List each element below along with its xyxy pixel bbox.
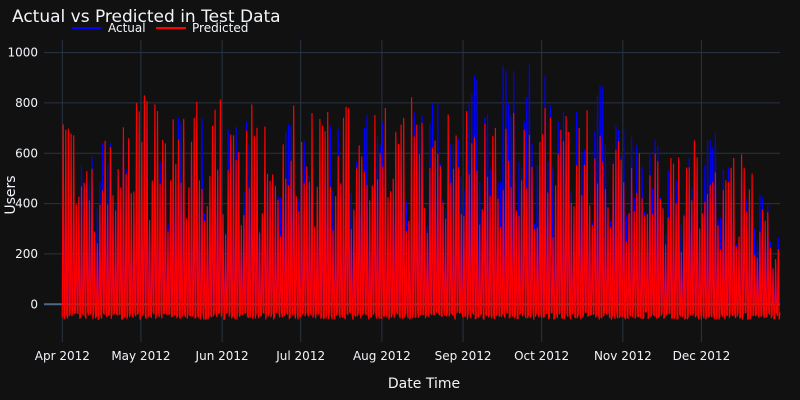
x-tick-label: Oct 2012 bbox=[514, 349, 569, 363]
y-axis-title: Users bbox=[3, 175, 19, 214]
x-tick-label: Aug 2012 bbox=[353, 349, 411, 363]
x-tick-label: Dec 2012 bbox=[673, 349, 731, 363]
y-tick-label: 0 bbox=[30, 297, 38, 311]
legend-label-predicted: Predicted bbox=[192, 21, 248, 35]
chart-title: Actual vs Predicted in Test Data bbox=[12, 7, 281, 27]
y-tick-label: 1000 bbox=[7, 46, 38, 60]
x-tick-label: Apr 2012 bbox=[35, 349, 90, 363]
x-tick-label: May 2012 bbox=[111, 349, 170, 363]
y-tick-label: 600 bbox=[15, 146, 38, 160]
axis-layer: 0 200 400 600 800 1000 Apr 2012 May 2012 Jun 201… bbox=[7, 46, 730, 363]
x-tick-label: Jul 2012 bbox=[275, 349, 325, 363]
series-line-predicted bbox=[61, 95, 781, 320]
y-tick-label: 800 bbox=[15, 96, 38, 110]
x-axis-title: Date Time bbox=[388, 376, 460, 392]
y-tick-label: 200 bbox=[15, 247, 38, 261]
x-tick-label: Nov 2012 bbox=[594, 349, 652, 363]
x-tick-label: Jun 2012 bbox=[195, 349, 249, 363]
x-tick-label: Sep 2012 bbox=[435, 349, 492, 363]
y-tick-label: 400 bbox=[15, 197, 38, 211]
series-layer bbox=[61, 63, 781, 320]
legend-label-actual: Actual bbox=[108, 21, 146, 35]
legend: Actual Predicted bbox=[72, 21, 248, 35]
